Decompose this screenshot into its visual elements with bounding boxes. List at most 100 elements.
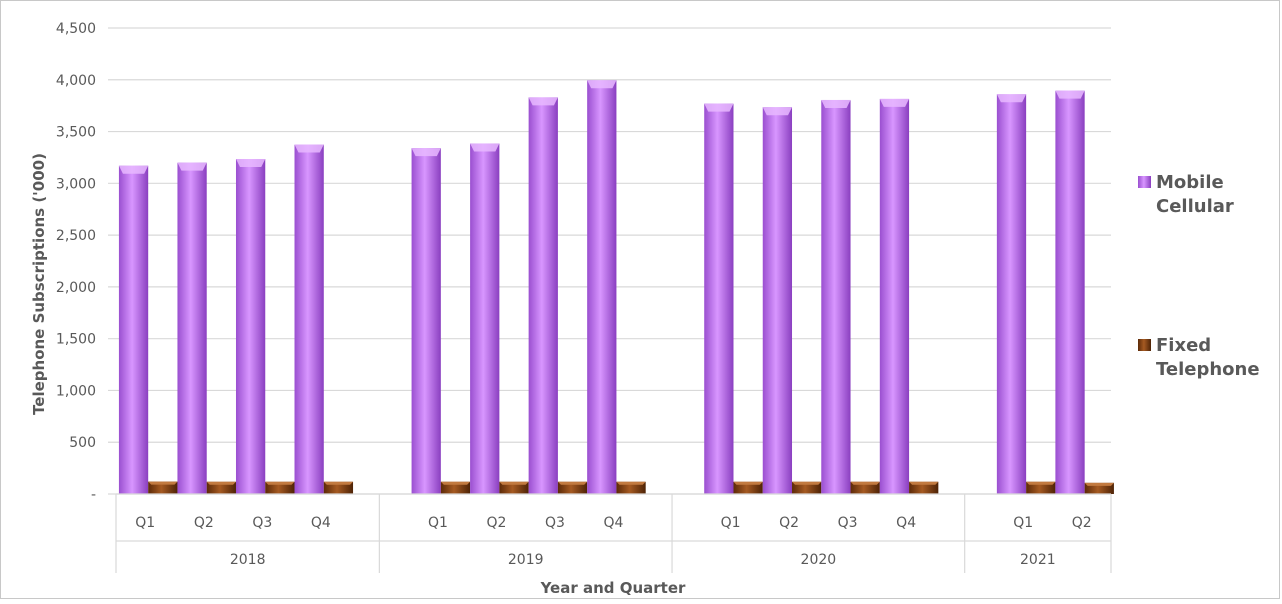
bars bbox=[118, 80, 1114, 495]
x-tick-label: Q1 bbox=[721, 515, 741, 531]
y-tick-label: 1,000 bbox=[56, 383, 96, 399]
y-tick-label: - bbox=[91, 487, 96, 503]
legend: Mobile Cellular Fixed Telephone bbox=[1138, 172, 1260, 380]
fixed-telephone-bar-cap bbox=[265, 481, 295, 485]
fixed-telephone-bar-cap bbox=[148, 481, 178, 485]
fixed-telephone-bar-cap bbox=[733, 481, 763, 485]
fixed-telephone-bar-cap bbox=[616, 481, 646, 485]
y-tick-label: 4,500 bbox=[56, 21, 96, 37]
legend-mobile-cellular: Mobile Cellular bbox=[1138, 172, 1234, 217]
y-tick-label: 500 bbox=[69, 435, 96, 451]
mobile-cellular-bar-cap bbox=[821, 99, 851, 108]
fixed-telephone-bar bbox=[440, 481, 471, 494]
mobile-cellular-bar bbox=[996, 94, 1027, 494]
fixed-telephone-bar bbox=[499, 481, 529, 494]
mobile-cellular-bar-cap bbox=[411, 148, 441, 157]
fixed-telephone-bar bbox=[323, 481, 354, 494]
mobile-cellular-bar-cap bbox=[294, 144, 324, 153]
fixed-telephone-bar-cap bbox=[323, 481, 354, 485]
mobile-cellular-bar bbox=[879, 98, 910, 495]
y-tick-label: 2,500 bbox=[56, 228, 96, 244]
mobile-cellular-bar bbox=[470, 143, 500, 494]
y-tick-label: 4,000 bbox=[56, 73, 96, 89]
mobile-cellular-bar-cap bbox=[470, 143, 500, 152]
x-axis: Q1 Q2 Q3 Q4 Q1 Q2 Q3 Q4 Q1 Q2 Q3 Q4 Q1 Q2 2018 2019 2020… bbox=[115, 493, 1112, 573]
mobile-cellular-bar-cap bbox=[118, 165, 149, 174]
mobile-cellular-bar-cap bbox=[762, 107, 793, 116]
fixed-telephone-bar bbox=[792, 481, 822, 494]
y-tick-label: 2,000 bbox=[56, 280, 96, 296]
x-tick-label: Q1 bbox=[428, 515, 448, 531]
mobile-cellular-bar bbox=[762, 107, 793, 494]
legend-label: Mobile bbox=[1156, 172, 1224, 193]
mobile-cellular-bar-cap bbox=[587, 80, 617, 89]
mobile-cellular-bar-cap bbox=[1055, 90, 1085, 99]
fixed-telephone-bar-cap bbox=[792, 481, 822, 485]
fixed-telephone-bar-cap bbox=[1026, 481, 1056, 485]
fixed-telephone-bar bbox=[557, 481, 588, 494]
mobile-cellular-bar bbox=[528, 97, 558, 494]
mobile-cellular-bar bbox=[704, 103, 734, 495]
fixed-telephone-bar bbox=[733, 481, 763, 494]
fixed-telephone-bar bbox=[148, 481, 178, 494]
x-group-label: 2021 bbox=[1020, 552, 1056, 568]
fixed-telephone-bar-cap bbox=[1084, 482, 1114, 486]
y-axis-ticks: - 500 1,000 1,500 2,000 2,500 3,000 3,500 4,000 4… bbox=[56, 21, 96, 503]
y-tick-label: 1,500 bbox=[56, 332, 96, 348]
legend-label-line2: Cellular bbox=[1156, 196, 1234, 217]
y-axis-title: Telephone Subscriptions ('000) bbox=[30, 153, 48, 415]
x-tick-label: Q4 bbox=[311, 515, 331, 531]
mobile-cellular-bar bbox=[235, 158, 266, 494]
fixed-telephone-bar-cap bbox=[909, 481, 939, 485]
fixed-telephone-bar bbox=[265, 481, 295, 494]
legend-swatch bbox=[1138, 176, 1151, 188]
fixed-telephone-bar-cap bbox=[557, 481, 588, 485]
mobile-cellular-bar bbox=[294, 144, 324, 494]
x-axis-title: Year and Quarter bbox=[540, 579, 686, 597]
x-tick-label: Q1 bbox=[135, 515, 155, 531]
fixed-telephone-bar-cap bbox=[440, 481, 471, 485]
x-group-label: 2018 bbox=[230, 552, 266, 568]
fixed-telephone-bar bbox=[1026, 481, 1056, 494]
x-tick-label: Q3 bbox=[545, 515, 565, 531]
mobile-cellular-bar bbox=[587, 80, 617, 494]
x-tick-label: Q3 bbox=[838, 515, 858, 531]
x-tick-label: Q1 bbox=[1013, 515, 1033, 531]
legend-label: Fixed bbox=[1156, 335, 1211, 356]
mobile-cellular-bar bbox=[1055, 90, 1085, 494]
x-tick-label: Q2 bbox=[486, 515, 506, 531]
y-tick-label: 3,000 bbox=[56, 176, 96, 192]
fixed-telephone-bar bbox=[616, 481, 646, 494]
x-group-label: 2019 bbox=[508, 552, 544, 568]
legend-fixed-telephone: Fixed Telephone bbox=[1138, 335, 1260, 380]
mobile-cellular-bar-cap bbox=[235, 158, 266, 167]
mobile-cellular-bar bbox=[118, 165, 149, 494]
mobile-cellular-bar bbox=[821, 99, 851, 495]
mobile-cellular-bar-cap bbox=[879, 98, 910, 107]
x-tick-label: Q4 bbox=[604, 515, 624, 531]
mobile-cellular-bar-cap bbox=[996, 94, 1027, 103]
fixed-telephone-bar bbox=[909, 481, 939, 494]
fixed-telephone-bar bbox=[850, 481, 880, 494]
fixed-telephone-bar bbox=[1084, 482, 1114, 494]
mobile-cellular-bar bbox=[411, 148, 441, 494]
legend-swatch bbox=[1138, 339, 1151, 351]
fixed-telephone-bar-cap bbox=[499, 481, 529, 485]
x-tick-label: Q2 bbox=[1072, 515, 1092, 531]
legend-label-line2: Telephone bbox=[1156, 359, 1260, 380]
mobile-cellular-bar-cap bbox=[704, 103, 734, 112]
x-group-label: 2020 bbox=[801, 552, 837, 568]
x-tick-label: Q3 bbox=[252, 515, 272, 531]
x-tick-label: Q2 bbox=[194, 515, 214, 531]
mobile-cellular-bar-cap bbox=[177, 162, 207, 171]
fixed-telephone-bar-cap bbox=[206, 481, 236, 485]
fixed-telephone-bar-cap bbox=[850, 481, 880, 485]
y-tick-label: 3,500 bbox=[56, 125, 96, 141]
x-tick-label: Q2 bbox=[779, 515, 799, 531]
mobile-cellular-bar bbox=[177, 162, 207, 494]
mobile-cellular-bar-cap bbox=[528, 97, 558, 106]
x-tick-label: Q4 bbox=[896, 515, 916, 531]
fixed-telephone-bar bbox=[206, 481, 236, 494]
